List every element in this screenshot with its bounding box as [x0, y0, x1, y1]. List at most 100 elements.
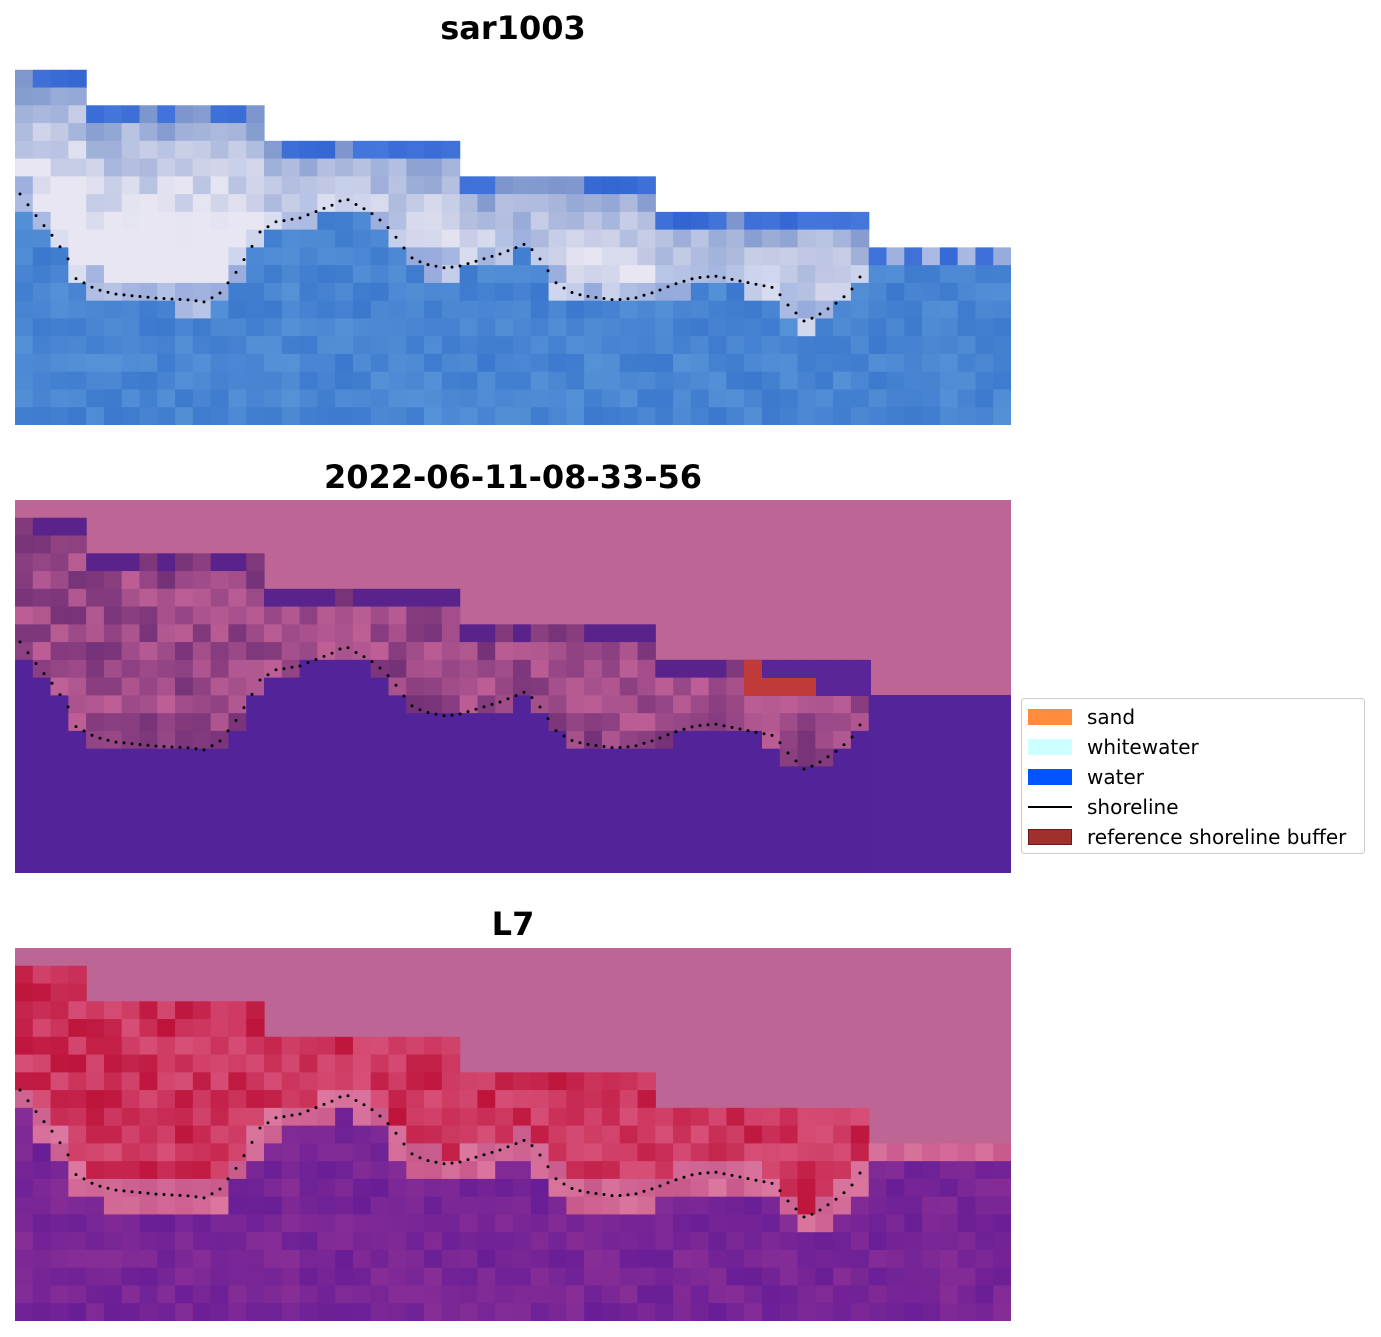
raster-pixel — [370, 837, 390, 856]
raster-pixel — [477, 1072, 496, 1091]
raster-pixel — [424, 176, 443, 195]
raster-pixel — [513, 1072, 532, 1091]
raster-pixel — [32, 1019, 52, 1038]
raster-pixel — [210, 713, 230, 732]
shoreline-dot — [130, 1190, 134, 1194]
shoreline-dot — [170, 745, 174, 749]
raster-pixel — [32, 766, 52, 785]
raster-pixel — [352, 1107, 372, 1127]
raster-pixel — [993, 300, 1011, 320]
raster-pixel — [868, 1161, 888, 1180]
raster-pixel — [15, 819, 34, 839]
raster-pixel — [637, 713, 656, 732]
raster-pixel — [68, 1090, 87, 1109]
raster-pixel — [868, 1249, 888, 1269]
raster-pixel — [779, 300, 799, 320]
raster-pixel — [86, 677, 105, 696]
raster-pixel — [424, 837, 443, 856]
raster-pixel — [299, 1285, 318, 1304]
raster-pixel — [459, 318, 479, 337]
raster-pixel — [175, 1232, 194, 1251]
raster-pixel — [246, 318, 265, 337]
raster-pixel — [370, 855, 390, 873]
raster-pixel — [157, 318, 176, 337]
raster-pixel — [477, 1143, 496, 1162]
raster-pixel — [32, 158, 52, 177]
raster-pixel — [957, 1232, 977, 1251]
shoreline-dot — [570, 1187, 574, 1190]
raster-pixel — [388, 855, 407, 873]
raster-pixel — [86, 123, 105, 142]
raster-pixel — [797, 389, 816, 408]
raster-pixel — [157, 194, 176, 213]
raster-pixel — [637, 624, 656, 643]
raster-pixel — [619, 659, 639, 679]
raster-pixel — [281, 677, 301, 696]
raster-pixel — [619, 819, 639, 839]
raster-pixel — [726, 819, 745, 839]
raster-pixel — [299, 247, 318, 266]
raster-pixel — [744, 1285, 763, 1304]
raster-pixel — [441, 1125, 461, 1144]
shoreline-dot — [202, 748, 206, 752]
raster-pixel — [513, 1090, 532, 1109]
raster-pixel — [584, 1161, 603, 1180]
raster-pixel — [15, 1001, 34, 1020]
raster-pixel — [246, 247, 265, 266]
raster-pixel — [246, 123, 265, 142]
raster-pixel — [441, 784, 461, 803]
raster-pixel — [139, 1125, 158, 1144]
shoreline-dot — [578, 1189, 582, 1193]
raster-pixels — [15, 69, 1011, 425]
raster-pixel — [815, 784, 834, 803]
raster-pixel — [50, 1107, 69, 1127]
raster-pixel — [993, 1196, 1011, 1216]
raster-pixel — [15, 695, 34, 714]
shoreline-dot — [386, 1122, 390, 1126]
shoreline-dot — [842, 743, 846, 747]
raster-pixel — [15, 318, 34, 337]
raster-pixel — [121, 1178, 141, 1198]
raster-pixel — [68, 282, 87, 302]
raster-pixel — [957, 318, 977, 337]
shoreline-dot — [786, 303, 790, 307]
raster-pixel — [477, 371, 496, 391]
raster-pixel — [32, 1107, 52, 1127]
raster-pixel — [281, 176, 301, 195]
raster-pixel — [850, 1107, 870, 1127]
raster-pixel — [281, 1161, 301, 1180]
raster-pixel — [637, 1143, 656, 1162]
raster-pixel — [957, 1267, 977, 1287]
raster-pixel — [477, 282, 496, 302]
raster-pixel — [406, 1232, 425, 1251]
raster-pixel — [210, 389, 230, 408]
raster-pixel — [441, 1090, 461, 1109]
raster-pixel — [121, 1143, 141, 1162]
raster-pixel — [850, 819, 870, 839]
raster-pixel — [103, 140, 123, 160]
raster-pixel — [513, 407, 532, 425]
raster-pixel — [281, 1214, 301, 1233]
raster-pixel — [726, 300, 745, 320]
shoreline-dot — [730, 277, 734, 281]
raster-pixel — [584, 1214, 603, 1233]
raster-pixel — [495, 730, 514, 750]
raster-pixel — [175, 407, 194, 425]
raster-pixel — [530, 336, 550, 355]
raster-pixel — [406, 1196, 425, 1216]
raster-pixel — [210, 1249, 230, 1269]
raster-pixel — [424, 1125, 443, 1144]
raster-pixel — [68, 606, 87, 625]
raster-pixel — [317, 194, 336, 213]
raster-pixel — [228, 1125, 247, 1144]
raster-pixel — [673, 677, 692, 696]
raster-pixel — [833, 336, 852, 355]
raster-pixel — [335, 407, 354, 425]
shoreline-dot — [146, 1191, 150, 1195]
raster-pixel — [637, 1249, 656, 1269]
raster-pixel — [779, 1267, 799, 1287]
raster-pixel — [406, 766, 425, 785]
raster-pixel — [139, 158, 158, 177]
raster-pixel — [655, 659, 674, 679]
raster-pixel — [299, 677, 318, 696]
